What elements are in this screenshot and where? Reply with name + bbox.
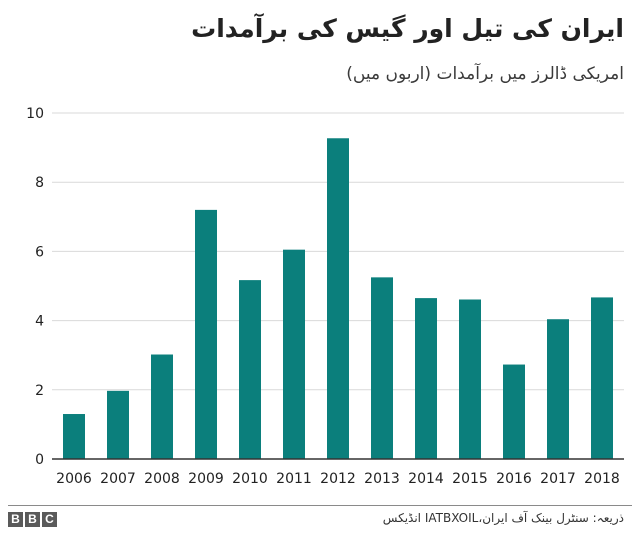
x-tick-label: 2018 — [584, 471, 620, 487]
x-tick-label: 2006 — [56, 471, 92, 487]
y-tick-label: 2 — [35, 383, 44, 399]
y-tick-label: 0 — [35, 452, 44, 468]
bar — [151, 354, 173, 459]
bbc-logo-letter: C — [42, 512, 57, 527]
y-tick-label: 8 — [35, 175, 44, 191]
y-tick-label: 10 — [26, 106, 44, 122]
x-tick-label: 2009 — [188, 471, 224, 487]
bbc-logo-letter: B — [8, 512, 23, 527]
chart-title: ایران کی تیل اور گیس کی برآمدات — [191, 14, 624, 43]
bar — [371, 277, 393, 459]
x-tick-label: 2011 — [276, 471, 312, 487]
x-tick-label: 2013 — [364, 471, 400, 487]
x-tick-label: 2016 — [496, 471, 532, 487]
bar — [415, 298, 437, 459]
y-tick-label: 4 — [35, 314, 44, 330]
chart-subtitle: امریکی ڈالرز میں برآمدات (اربوں میں) — [346, 64, 624, 84]
bar — [591, 297, 613, 459]
bbc-logo-letter: B — [25, 512, 40, 527]
x-tick-label: 2008 — [144, 471, 180, 487]
bbc-logo: B B C — [8, 512, 57, 527]
bar — [195, 209, 217, 459]
source-note: ذریعہ: سنٹرل بینک آف ایران،IATBXOIL انڈی… — [382, 511, 624, 525]
bar — [327, 138, 349, 459]
x-tick-label: 2012 — [320, 471, 356, 487]
bar — [547, 319, 569, 459]
bar — [107, 390, 129, 459]
bar — [63, 414, 85, 459]
x-tick-label: 2007 — [100, 471, 136, 487]
x-tick-label: 2017 — [540, 471, 576, 487]
x-tick-label: 2014 — [408, 471, 444, 487]
x-tick-label: 2010 — [232, 471, 268, 487]
bar — [503, 364, 525, 459]
bar — [283, 249, 305, 459]
bar-chart: 0 2 4 6 8 10 2006 2007 2008 2009 2010 2011 2012 2013 2… — [26, 106, 624, 487]
bar — [239, 280, 261, 459]
x-tick-label: 2015 — [452, 471, 488, 487]
y-tick-label: 6 — [35, 244, 44, 260]
bar — [459, 299, 481, 459]
footer-divider — [8, 505, 632, 506]
